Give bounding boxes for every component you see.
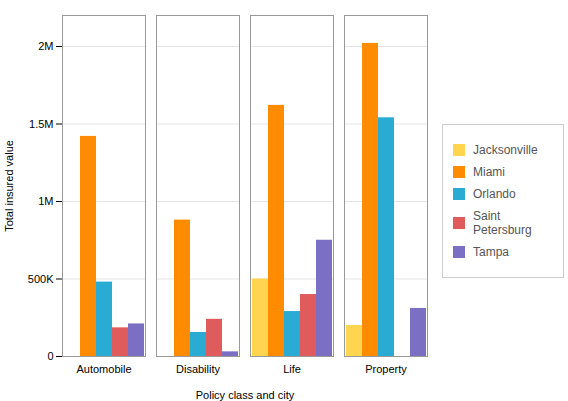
svg-text:1.5M: 1.5M xyxy=(29,118,53,130)
svg-text:0: 0 xyxy=(47,350,53,362)
html-text:Orlando: Orlando xyxy=(473,186,516,201)
svg-text:Disability: Disability xyxy=(176,363,221,375)
html-text:Tampa: Tampa xyxy=(473,244,509,259)
svg-text:Total insured value: Total insured value xyxy=(3,140,15,232)
svg-text:Policy class and city: Policy class and city xyxy=(196,389,295,401)
html-text:Saint Petersburg: Saint Petersburg xyxy=(473,208,532,237)
svg-text:500K: 500K xyxy=(28,273,54,285)
svg-text:2M: 2M xyxy=(38,40,53,52)
html-text:Miami: Miami xyxy=(473,164,505,179)
svg-text:Automobile: Automobile xyxy=(76,363,131,375)
svg-text:Life: Life xyxy=(283,363,301,375)
svg-text:Property: Property xyxy=(365,363,407,375)
html-text:Jacksonville: Jacksonville xyxy=(473,142,538,157)
svg-text:1M: 1M xyxy=(38,195,53,207)
